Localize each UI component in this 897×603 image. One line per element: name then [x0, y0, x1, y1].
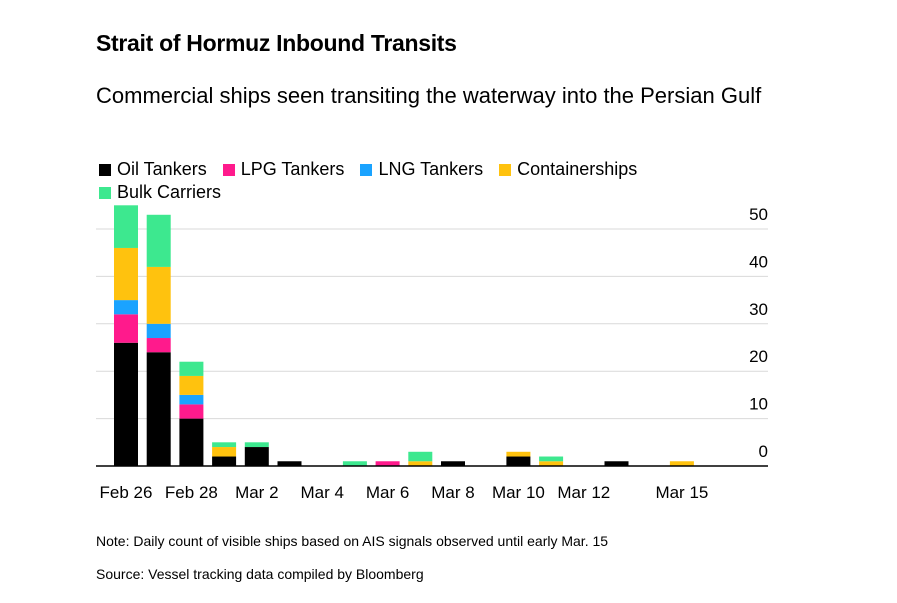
x-tick-label-feb-26: Feb 26 — [100, 483, 153, 502]
legend-label-lpg-tankers: LPG Tankers — [240, 159, 345, 179]
legend-item-bulk-carriers: Bulk Carriers — [99, 182, 221, 203]
y-tick-label-40: 40 — [749, 252, 768, 271]
bar-containerships-feb-28 — [179, 375, 204, 395]
x-tick-label-mar-8: Mar 8 — [431, 483, 474, 502]
bar-bulk-carriers-mar-7 — [408, 451, 433, 462]
chart-subtitle: Commercial ships seen transiting the wat… — [96, 83, 762, 108]
legend-item-oil-tankers: Oil Tankers — [99, 159, 207, 180]
chart-note: Note: Daily count of visible ships based… — [96, 533, 609, 549]
bar-oil-tankers-feb-28 — [179, 418, 204, 466]
bar-oil-tankers-mar-10 — [506, 456, 531, 466]
x-tick-label-mar-10: Mar 10 — [492, 483, 545, 502]
chart-title: Strait of Hormuz Inbound Transits — [96, 30, 457, 56]
legend-label-containerships: Containerships — [517, 159, 638, 179]
bar-bulk-carriers-mar-11 — [539, 456, 564, 462]
x-tick-label-feb-28: Feb 28 — [165, 483, 218, 502]
legend-row-1: Oil Tankers LPG Tankers LNG Tankers Cont… — [99, 158, 699, 181]
bar-bulk-carriers-feb-26 — [114, 205, 138, 248]
bar-containerships-feb-27 — [146, 266, 171, 324]
legend-swatch-lng-tankers — [360, 163, 373, 176]
bar-oil-tankers-feb-27 — [146, 352, 171, 466]
legend-swatch-lpg-tankers — [222, 163, 235, 176]
y-tick-label-0: 0 — [759, 442, 768, 461]
chart-source: Source: Vessel tracking data compiled by… — [96, 566, 424, 582]
bar-bulk-carriers-mar-1 — [212, 442, 237, 448]
legend-label-oil-tankers: Oil Tankers — [117, 159, 207, 179]
x-tick-label-mar-12: Mar 12 — [557, 483, 610, 502]
bar-lpg-tankers-mar-6 — [375, 461, 400, 466]
legend-item-containerships: Containerships — [499, 159, 637, 180]
bar-lpg-tankers-feb-26 — [114, 314, 138, 343]
bar-containerships-feb-26 — [114, 247, 138, 301]
bar-lng-tankers-feb-26 — [114, 300, 138, 315]
bar-oil-tankers-mar-2 — [244, 447, 269, 466]
bar-containerships-mar-7 — [408, 461, 433, 466]
legend-swatch-oil-tankers — [99, 163, 111, 176]
bar-lng-tankers-feb-28 — [179, 394, 204, 405]
x-tick-label-mar-2: Mar 2 — [235, 483, 278, 502]
legend-item-lpg-tankers: LPG Tankers — [222, 159, 345, 180]
bar-oil-tankers-mar-3 — [277, 461, 302, 466]
legend-swatch-bulk-carriers — [99, 186, 111, 199]
bar-oil-tankers-mar-1 — [212, 456, 237, 466]
x-tick-label-mar-6: Mar 6 — [366, 483, 409, 502]
y-tick-label-10: 10 — [749, 395, 768, 414]
bar-containerships-mar-1 — [212, 447, 237, 457]
legend-label-lng-tankers: LNG Tankers — [378, 159, 484, 179]
bar-lng-tankers-feb-27 — [146, 323, 171, 339]
legend-row-2: Bulk Carriers — [99, 181, 699, 204]
x-tick-label-mar-4: Mar 4 — [300, 483, 343, 502]
bar-oil-tankers-feb-26 — [114, 342, 138, 466]
legend-label-bulk-carriers: Bulk Carriers — [117, 182, 222, 202]
y-tick-label-50: 50 — [749, 205, 768, 224]
bar-containerships-mar-11 — [539, 461, 564, 466]
y-tick-label-30: 30 — [749, 300, 768, 319]
bar-containerships-mar-15 — [669, 461, 694, 466]
bar-oil-tankers-mar-13 — [604, 461, 629, 466]
bar-lpg-tankers-feb-27 — [146, 338, 171, 353]
bar-bulk-carriers-mar-5 — [342, 461, 367, 466]
bar-containerships-mar-10 — [506, 451, 531, 457]
bar-bulk-carriers-feb-27 — [146, 214, 171, 267]
bar-oil-tankers-mar-8 — [441, 461, 465, 466]
bar-bulk-carriers-mar-2 — [244, 442, 269, 448]
legend-item-lng-tankers: LNG Tankers — [360, 159, 483, 180]
bar-bulk-carriers-feb-28 — [179, 361, 204, 376]
x-tick-label-mar-15: Mar 15 — [655, 483, 708, 502]
legend-swatch-containerships — [499, 163, 512, 176]
y-tick-label-20: 20 — [749, 347, 768, 366]
legend: Oil Tankers LPG Tankers LNG Tankers Cont… — [99, 158, 699, 204]
bar-lpg-tankers-feb-28 — [179, 404, 204, 419]
